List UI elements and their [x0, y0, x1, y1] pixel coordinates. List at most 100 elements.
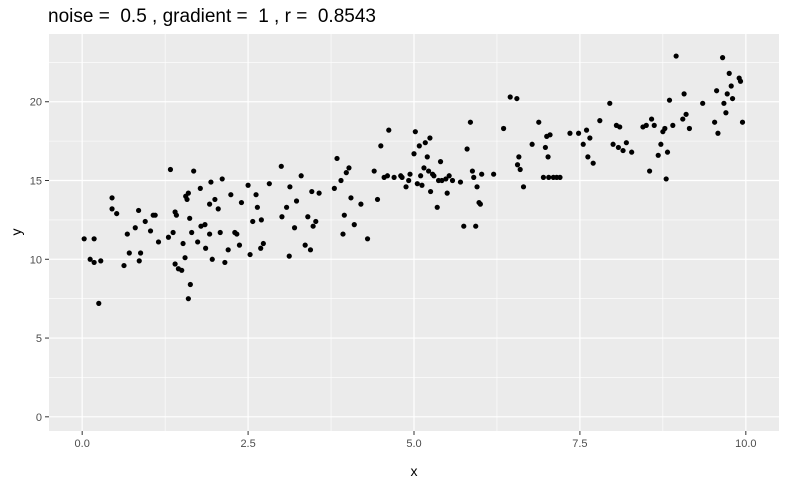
scatter-point [147, 228, 154, 234]
scatter-point [723, 110, 729, 116]
scatter-point [203, 245, 209, 251]
scatter-point [378, 143, 384, 149]
scatter-point [567, 130, 573, 136]
scatter-point [109, 206, 115, 212]
scatter-point [238, 199, 245, 206]
scatter-point [187, 215, 193, 221]
scatter-point [419, 182, 425, 188]
data-points [81, 53, 746, 306]
scatter-point [358, 201, 364, 207]
scatter-point [474, 184, 480, 190]
scatter-point [172, 261, 178, 267]
scatter-point [444, 190, 450, 196]
scatter-point [132, 225, 138, 231]
scatter-point [658, 141, 664, 147]
scatter-point [399, 174, 405, 180]
scatter-point [185, 190, 191, 196]
scatter-point [81, 236, 87, 242]
scatter-point [491, 171, 497, 177]
scatter-point [431, 173, 437, 179]
scatter-point [234, 231, 240, 237]
scatter-point [124, 231, 130, 237]
scatter-point [391, 174, 397, 180]
scatter-point [135, 207, 142, 214]
y-tick-label: 0 [36, 412, 42, 424]
scatter-point [298, 173, 304, 179]
scatter-point [546, 174, 552, 180]
scatter-point [714, 88, 720, 94]
scatter-point [737, 78, 744, 84]
scatter-point [374, 196, 381, 203]
scatter-point [646, 168, 653, 174]
scatter-point [655, 152, 661, 158]
scatter-point [580, 141, 586, 147]
scatter-point [121, 262, 127, 269]
scatter-point [421, 165, 427, 171]
scatter-point [607, 100, 613, 106]
scatter-point [91, 236, 97, 242]
scatter-point [225, 247, 231, 253]
scatter-point [587, 135, 593, 141]
scatter-point [351, 222, 357, 228]
scatter-point [346, 165, 352, 171]
scatter-point [517, 166, 523, 173]
scatter-point [215, 206, 221, 212]
scatter-point [422, 140, 428, 146]
scatter-point [434, 204, 440, 210]
scatter-point [673, 53, 679, 59]
scatter-point [293, 198, 300, 204]
scatter-point [266, 181, 272, 187]
y-tick-label: 20 [30, 97, 42, 109]
scatter-point [222, 259, 228, 266]
scatter-point [219, 176, 225, 182]
scatter-point [236, 242, 243, 248]
scatter-point [411, 151, 417, 157]
scatter-point [207, 231, 213, 237]
scatter-point [245, 182, 251, 188]
scatter-point [651, 122, 657, 128]
scatter-point [343, 170, 349, 176]
scatter-point [424, 154, 430, 160]
scatter-point [726, 70, 732, 76]
scatter-point [477, 201, 483, 207]
scatter-point [412, 129, 418, 135]
scatter-point [507, 94, 513, 100]
scatter-point [666, 97, 673, 103]
scatter-point [514, 162, 521, 168]
x-axis-ticks: 0.0 2.5 5.0 7.5 10.0 [75, 431, 757, 450]
y-tick-label: 5 [36, 333, 42, 345]
scatter-point [686, 125, 693, 132]
scatter-point [471, 174, 477, 180]
x-axis-title: x [411, 463, 418, 479]
y-tick-label: 10 [30, 254, 42, 266]
scatter-point [260, 240, 266, 247]
scatter-point [575, 130, 582, 136]
scatter-point [340, 231, 346, 237]
scatter-point [287, 184, 293, 190]
scatter-point [197, 185, 203, 191]
y-axis-title: y [8, 229, 24, 236]
scatter-point [629, 149, 635, 155]
scatter-point [96, 300, 102, 306]
scatter-point [189, 229, 195, 236]
scatter-point [427, 135, 433, 141]
scatter-point [98, 258, 104, 264]
scatter-point [597, 118, 603, 124]
scatter-point [180, 240, 186, 247]
scatter-point [207, 201, 213, 207]
scatter-point [479, 171, 485, 177]
scatter-point [109, 195, 115, 201]
scatter-point [202, 222, 208, 228]
scatter-point [585, 154, 591, 160]
scatter-point [670, 122, 676, 128]
scatter-point [721, 100, 727, 106]
scatter-point [170, 229, 176, 236]
scatter-point [583, 127, 590, 133]
scatter-point [729, 95, 736, 102]
scatter-point [680, 116, 686, 122]
scatter-point [184, 196, 190, 203]
scatter-point [187, 281, 193, 288]
scatter-point [182, 255, 188, 261]
scatter-point [313, 218, 319, 225]
scatter-point [457, 179, 464, 185]
